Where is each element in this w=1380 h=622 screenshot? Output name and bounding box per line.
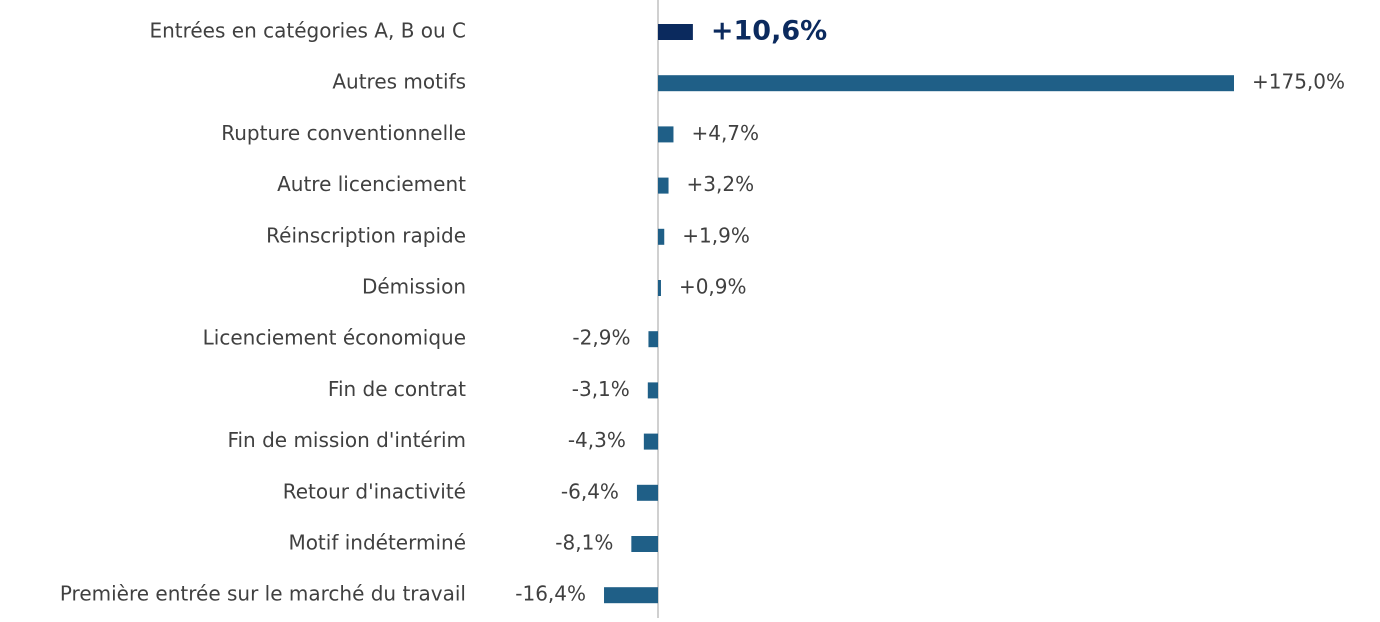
bar bbox=[604, 587, 658, 604]
category-label: Réinscription rapide bbox=[266, 223, 466, 247]
bar bbox=[658, 177, 669, 194]
bar bbox=[658, 126, 674, 143]
bar bbox=[658, 24, 693, 40]
category-label: Autres motifs bbox=[332, 70, 466, 94]
bar bbox=[658, 280, 661, 296]
category-label: Motif indéterminé bbox=[288, 531, 466, 555]
category-label: Fin de contrat bbox=[328, 377, 466, 401]
category-label: Entrées en catégories A, B ou C bbox=[149, 19, 466, 43]
category-label: Première entrée sur le marché du travail bbox=[60, 582, 466, 606]
bar bbox=[631, 536, 658, 552]
category-label: Démission bbox=[362, 275, 466, 299]
bar bbox=[658, 228, 665, 245]
category-label: Rupture conventionnelle bbox=[221, 121, 466, 145]
category-label: Licenciement économique bbox=[203, 326, 466, 350]
value-label: -2,9% bbox=[572, 326, 630, 350]
category-label: Autre licenciement bbox=[277, 172, 466, 196]
value-label: -3,1% bbox=[572, 377, 630, 401]
value-label: -6,4% bbox=[561, 479, 619, 503]
value-label: -4,3% bbox=[568, 428, 626, 452]
value-label: +175,0% bbox=[1252, 70, 1345, 94]
value-label: +0,9% bbox=[679, 275, 747, 299]
value-label: +4,7% bbox=[691, 121, 759, 145]
value-label: +1,9% bbox=[682, 223, 750, 247]
value-label: -16,4% bbox=[515, 582, 586, 606]
value-label: -8,1% bbox=[555, 531, 613, 555]
category-label: Fin de mission d'intérim bbox=[227, 428, 466, 452]
category-label: Retour d'inactivité bbox=[283, 479, 466, 503]
bar bbox=[648, 331, 658, 348]
value-label: +10,6% bbox=[711, 16, 827, 47]
bar bbox=[636, 484, 658, 501]
bar bbox=[643, 433, 658, 450]
value-label: +3,2% bbox=[687, 172, 755, 196]
bar bbox=[658, 75, 1234, 92]
bar bbox=[647, 382, 658, 399]
